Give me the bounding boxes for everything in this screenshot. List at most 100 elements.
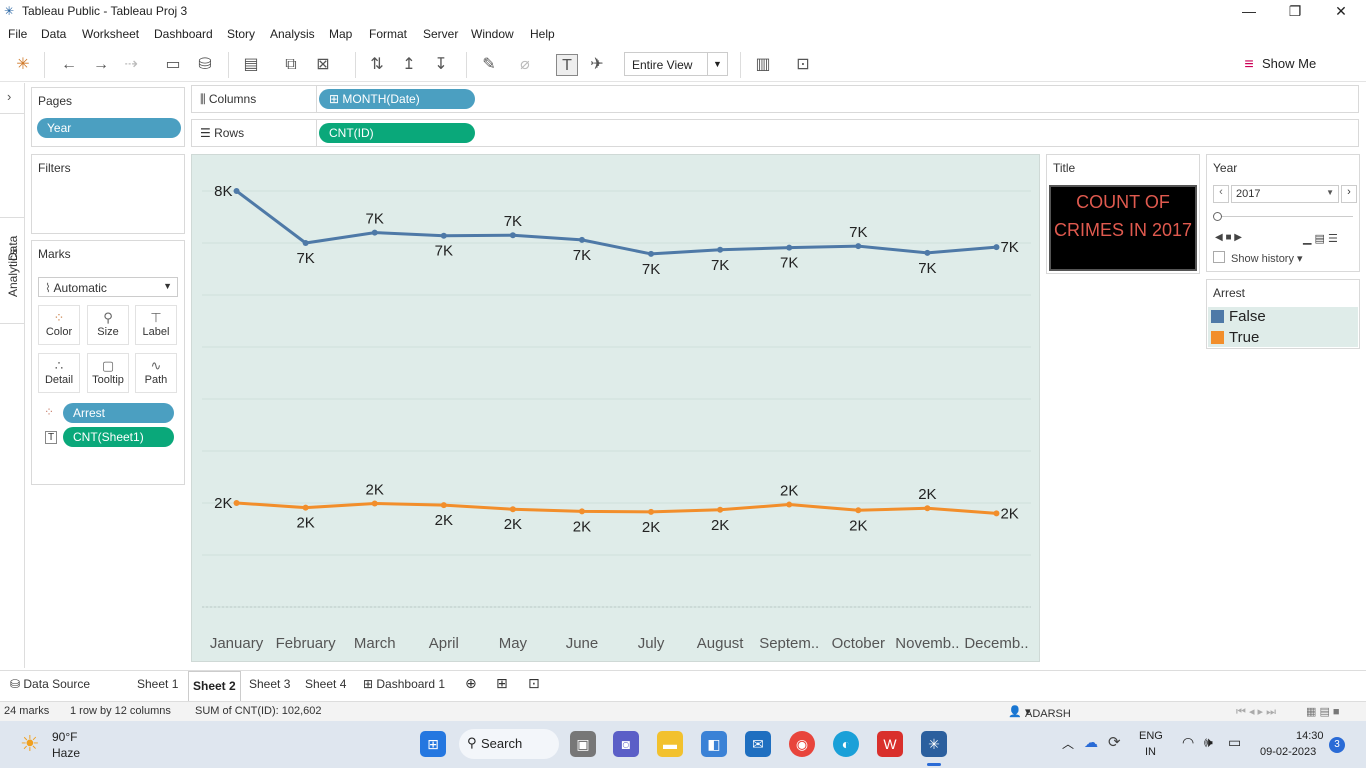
data-point[interactable] xyxy=(440,232,447,239)
view-toggle-icon[interactable]: ▦ ▤ ■ xyxy=(1306,706,1340,718)
restore-button[interactable]: ❐ xyxy=(1288,3,1302,19)
menu-dashboard[interactable]: Dashboard xyxy=(154,27,213,41)
year-slider-handle[interactable] xyxy=(1213,212,1222,221)
notification-badge[interactable]: 3 xyxy=(1329,737,1345,753)
legend-label-true[interactable]: True xyxy=(1229,329,1260,346)
menu-analysis[interactable]: Analysis xyxy=(270,27,315,41)
color-button[interactable]: ⁘ Color xyxy=(38,305,80,345)
presentation-icon[interactable]: ⊡ xyxy=(796,56,810,73)
duplicate-sheet-icon[interactable]: ⧉ xyxy=(285,56,297,73)
analytics-tab[interactable]: Analytics xyxy=(6,248,20,297)
save-icon[interactable]: ▭ xyxy=(165,56,181,73)
swap-icon[interactable]: ⇅ xyxy=(370,56,384,73)
store-icon[interactable]: ◧ xyxy=(701,731,727,757)
mark-type-select[interactable]: ⌇ Automatic ▼ xyxy=(38,277,178,297)
tab-sheet-4[interactable]: Sheet 4 xyxy=(305,677,347,691)
label-button[interactable]: ⊤ Label xyxy=(135,305,177,345)
file-explorer-icon[interactable]: ▬ xyxy=(657,731,683,757)
data-point[interactable] xyxy=(509,506,516,513)
sort-descending-icon[interactable]: ↧ xyxy=(434,56,448,73)
tableau-taskbar-icon[interactable]: ✳ xyxy=(921,731,947,757)
menu-help[interactable]: Help xyxy=(530,27,555,41)
fit-select[interactable]: Entire View ▼ xyxy=(624,52,728,76)
language-bottom[interactable]: IN xyxy=(1145,746,1156,758)
data-point[interactable] xyxy=(855,507,862,514)
new-worksheet-icon[interactable]: ▤ xyxy=(243,56,259,73)
prev-year-icon[interactable]: ‹ xyxy=(1213,185,1229,203)
legend-swatch-false[interactable] xyxy=(1211,310,1224,323)
data-point[interactable] xyxy=(233,500,240,506)
clock-date[interactable]: 09-02-2023 xyxy=(1260,746,1317,758)
show-cards-icon[interactable]: ▥ xyxy=(755,56,771,73)
data-point[interactable] xyxy=(786,501,793,508)
arrest-pill[interactable]: Arrest xyxy=(63,403,174,423)
fix-axes-icon[interactable]: ✈ xyxy=(590,56,604,73)
weather-text[interactable]: Haze xyxy=(52,746,81,760)
wifi-icon[interactable]: ◠ xyxy=(1182,734,1195,750)
menu-window[interactable]: Window xyxy=(471,27,514,41)
mail-icon[interactable]: ✉ xyxy=(745,731,771,757)
clear-sheet-icon[interactable]: ⊠ xyxy=(316,56,330,73)
menu-file[interactable]: File xyxy=(8,27,28,41)
replay-icon[interactable]: ⇢ xyxy=(124,56,138,73)
new-worksheet-tab-icon[interactable]: ⊕ xyxy=(465,675,477,691)
playback-controls-icon[interactable]: ◀ ■ ▶ xyxy=(1215,232,1242,243)
task-view-icon[interactable]: ▣ xyxy=(570,731,596,757)
data-point[interactable] xyxy=(993,510,1000,517)
data-point[interactable] xyxy=(648,250,655,257)
show-me-icon[interactable]: ≡ xyxy=(1244,56,1254,73)
new-dashboard-tab-icon[interactable]: ⊞ xyxy=(496,675,508,691)
show-history-checkbox[interactable] xyxy=(1213,251,1225,263)
chrome-icon[interactable]: ◉ xyxy=(789,731,815,757)
year-slider-track[interactable] xyxy=(1217,216,1353,217)
legend-label-false[interactable]: False xyxy=(1229,308,1266,325)
temperature[interactable]: 90°F xyxy=(52,730,78,744)
expand-icon[interactable]: › xyxy=(7,89,12,104)
data-point[interactable] xyxy=(509,232,516,239)
language-top[interactable]: ENG xyxy=(1139,730,1163,742)
minimize-button[interactable]: — xyxy=(1242,3,1256,19)
data-point[interactable] xyxy=(371,500,378,507)
tableau-icon[interactable]: ✳ xyxy=(16,56,30,73)
close-button[interactable]: ✕ xyxy=(1335,3,1347,19)
wps-office-icon[interactable]: W xyxy=(877,731,903,757)
show-labels-icon[interactable]: T xyxy=(556,54,578,76)
tab-dashboard-1[interactable]: ⊞ Dashboard 1 xyxy=(363,677,446,691)
clock-time[interactable]: 14:30 xyxy=(1296,730,1324,742)
data-point[interactable] xyxy=(578,508,585,515)
search-box[interactable]: ⚲ Search xyxy=(459,729,559,759)
show-me-button[interactable]: Show Me xyxy=(1262,56,1317,71)
data-point[interactable] xyxy=(924,249,931,256)
data-point[interactable] xyxy=(302,504,309,511)
edge-icon[interactable]: ◐ xyxy=(833,731,859,757)
speed-controls-icon[interactable]: ▁ ▤ ☰ xyxy=(1303,233,1338,245)
next-year-icon[interactable]: › xyxy=(1341,185,1357,203)
data-point[interactable] xyxy=(302,240,309,246)
path-button[interactable]: ∿ Path xyxy=(135,353,177,393)
teams-chat-icon[interactable]: ◙ xyxy=(613,731,639,757)
highlight-icon[interactable]: ✎ xyxy=(482,56,496,73)
new-datasource-icon[interactable]: ⛁ xyxy=(198,56,212,73)
menu-server[interactable]: Server xyxy=(423,27,459,41)
data-point[interactable] xyxy=(233,188,240,194)
group-icon[interactable]: ⌀ xyxy=(520,56,530,73)
sort-ascending-icon[interactable]: ↥ xyxy=(402,56,416,73)
user-menu[interactable]: ADARSH DUBEY ▾ xyxy=(1025,705,1071,732)
menu-map[interactable]: Map xyxy=(329,27,353,41)
onedrive-icon[interactable]: ☁ xyxy=(1084,734,1098,750)
volume-icon[interactable]: 🕪 xyxy=(1204,734,1213,750)
undo-icon[interactable]: ← xyxy=(61,56,77,73)
data-point[interactable] xyxy=(440,502,447,509)
new-story-tab-icon[interactable]: ⊡ xyxy=(528,675,540,691)
tab-data-source[interactable]: ⛁ Data Source xyxy=(10,677,91,691)
weather-icon[interactable]: ☀ xyxy=(20,731,40,756)
detail-button[interactable]: ∴ Detail xyxy=(38,353,80,393)
data-point[interactable] xyxy=(648,508,655,515)
data-point[interactable] xyxy=(717,506,724,513)
tooltip-button[interactable]: ▢ Tooltip xyxy=(87,353,129,393)
menu-worksheet[interactable]: Worksheet xyxy=(82,27,140,41)
year-select[interactable]: 2017 ▼ xyxy=(1231,185,1339,203)
data-point[interactable] xyxy=(924,505,931,512)
sheet-nav-icon[interactable]: ⏮ ◂ ▸ ⏭ xyxy=(1236,706,1277,718)
tab-sheet-1[interactable]: Sheet 1 xyxy=(137,677,179,691)
